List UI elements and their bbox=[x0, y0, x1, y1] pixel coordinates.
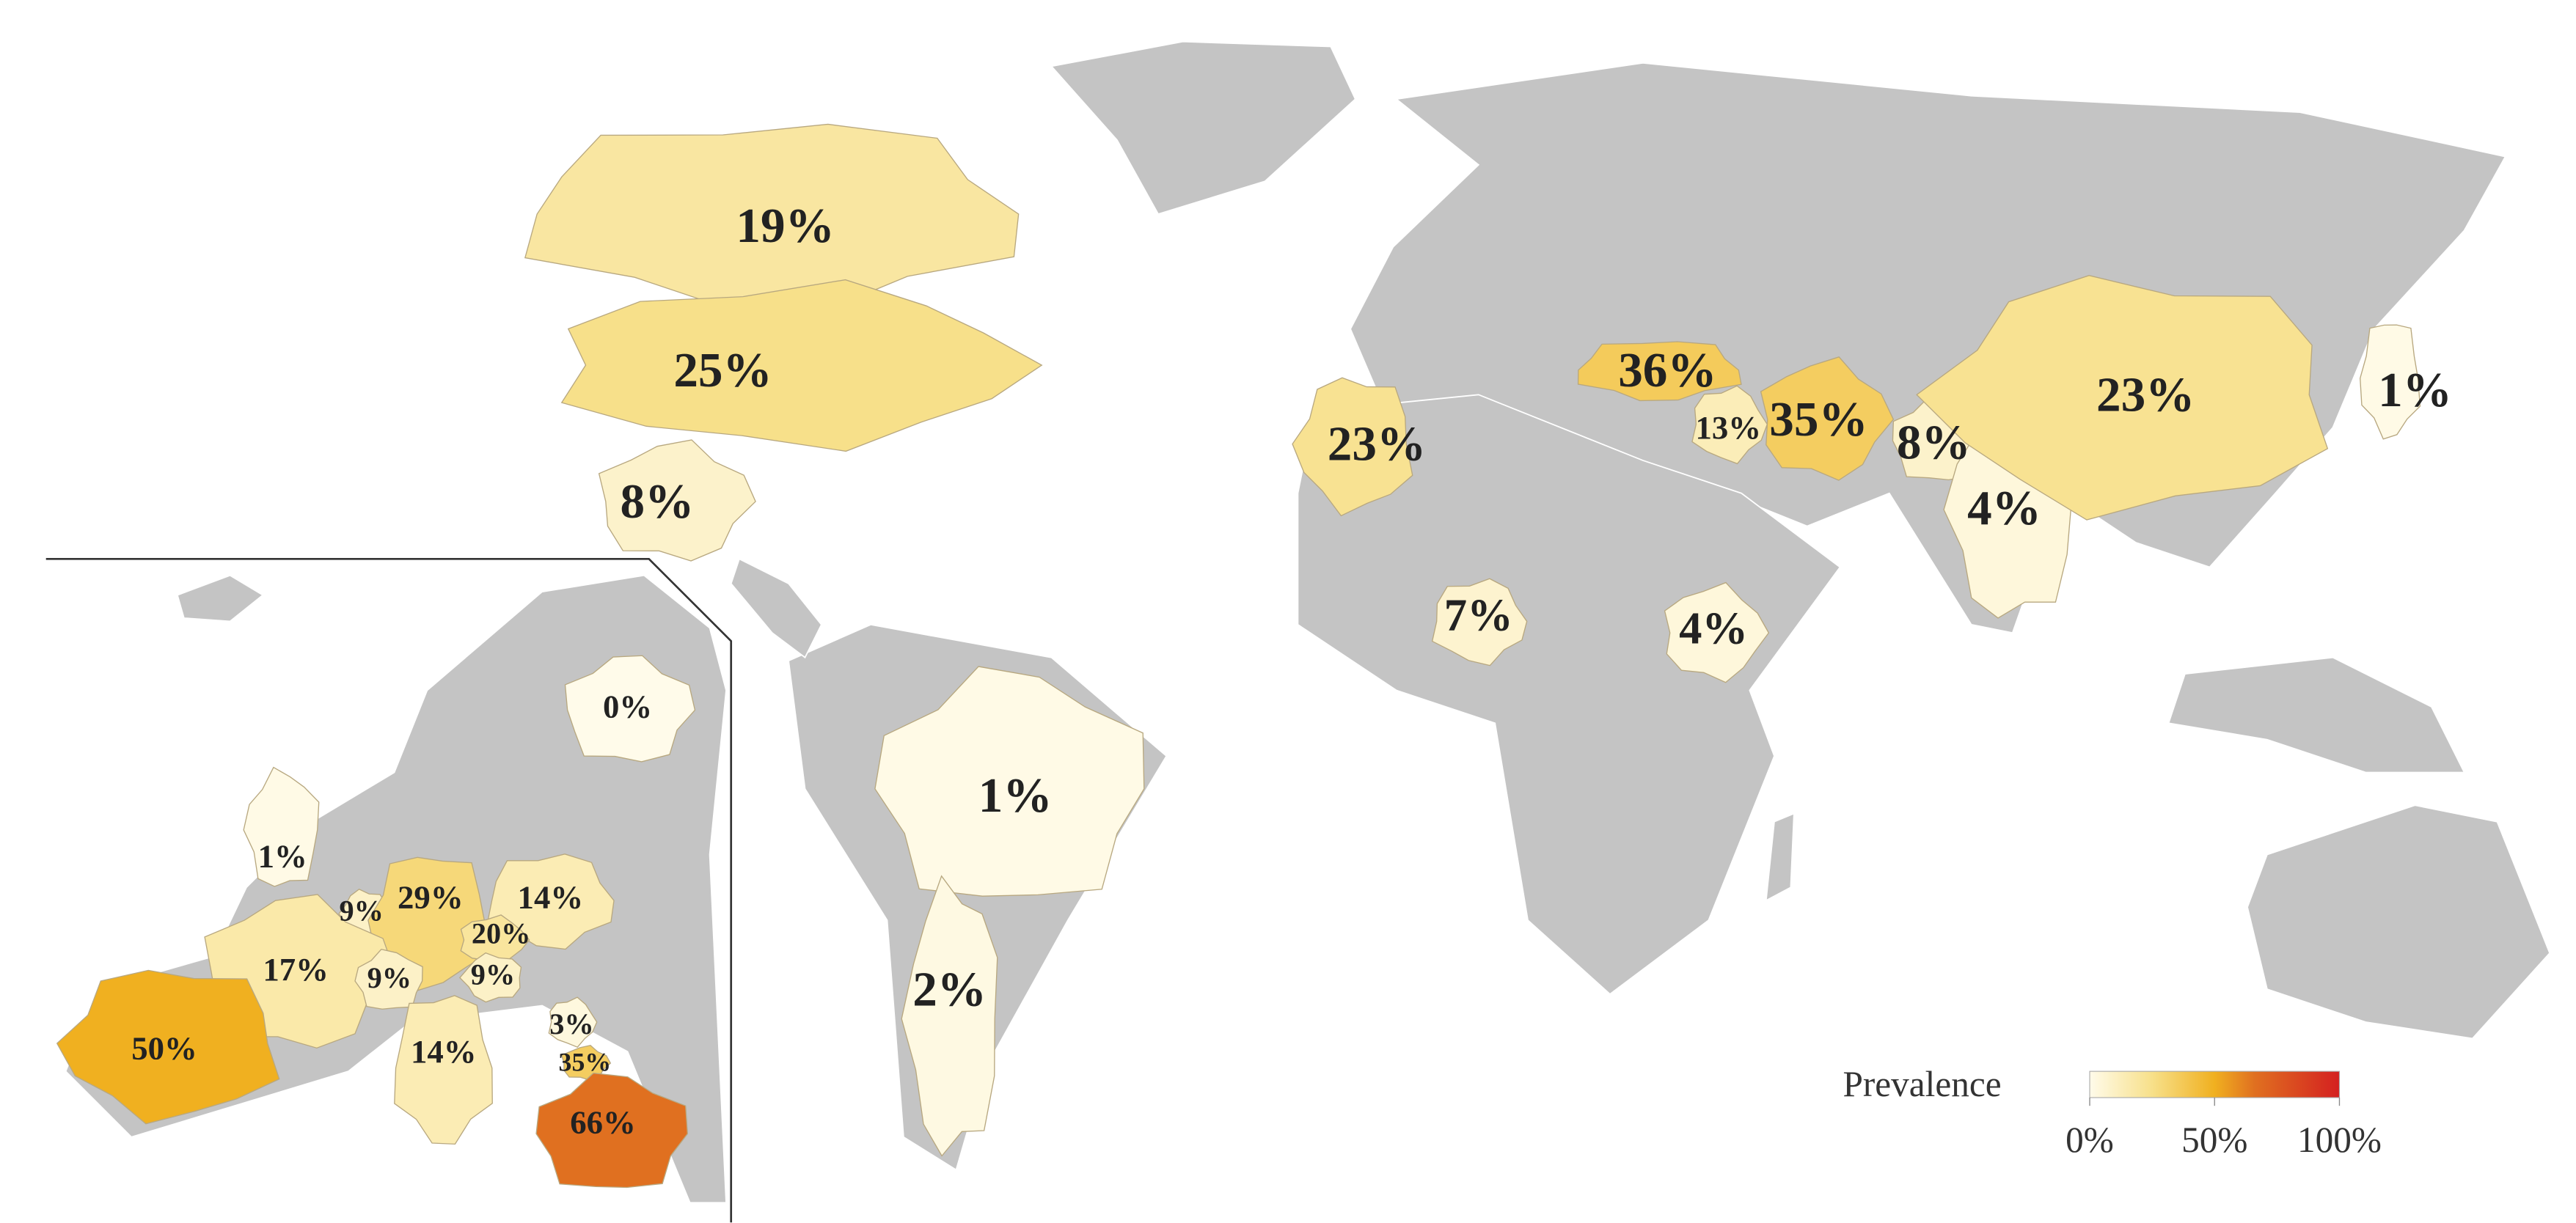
region-label: 7% bbox=[1444, 590, 1513, 641]
region bbox=[1760, 356, 1895, 481]
region-label: 66% bbox=[570, 1103, 636, 1140]
region bbox=[1577, 341, 1742, 402]
region bbox=[354, 948, 423, 1010]
region-label: 14% bbox=[411, 1033, 477, 1070]
region bbox=[56, 969, 280, 1125]
region bbox=[560, 279, 1043, 452]
region-label: 17% bbox=[263, 951, 329, 988]
region bbox=[1916, 275, 2329, 521]
region bbox=[524, 123, 1020, 309]
region bbox=[459, 952, 522, 1003]
region-label: 1% bbox=[2378, 362, 2452, 417]
region bbox=[535, 1072, 689, 1189]
legend: Prevalence 0% 50% 100% bbox=[1843, 1064, 2382, 1160]
region-label: 9% bbox=[367, 961, 411, 994]
legend-colorbar bbox=[2089, 1070, 2341, 1098]
legend-tick-label: 0% bbox=[2065, 1120, 2114, 1160]
region bbox=[486, 853, 615, 950]
region-label: 4% bbox=[1967, 480, 2041, 535]
greenland bbox=[1050, 40, 1356, 216]
region bbox=[243, 766, 320, 887]
region-label: 14% bbox=[518, 878, 584, 915]
region-label: 9% bbox=[471, 958, 515, 991]
regions bbox=[56, 123, 2421, 1189]
legend-tick-label: 50% bbox=[2181, 1120, 2247, 1160]
region bbox=[874, 666, 1145, 897]
region-label: 2% bbox=[912, 961, 987, 1016]
region-label: 8% bbox=[1897, 414, 1971, 469]
region bbox=[1292, 377, 1413, 517]
region-label: 50% bbox=[131, 1030, 197, 1067]
region bbox=[394, 995, 493, 1145]
region-label: 1% bbox=[978, 768, 1053, 823]
inset-iceland bbox=[176, 574, 264, 622]
region-label: 36% bbox=[1618, 342, 1716, 397]
region-label: 29% bbox=[398, 878, 464, 915]
region bbox=[2360, 324, 2421, 440]
australia bbox=[2247, 804, 2551, 1040]
region-label: 19% bbox=[736, 198, 834, 253]
land bbox=[45, 40, 2551, 1223]
labels: 19%25%8%1%2%23%36%13% 35% 8%4%23% 1%7% 4%0%1… bbox=[131, 198, 2452, 1141]
region-label: 8% bbox=[621, 474, 695, 529]
region-label: 0% bbox=[603, 688, 652, 725]
region-label: 9% bbox=[340, 894, 384, 927]
legend-tick-label: 100% bbox=[2297, 1120, 2382, 1160]
se-asia-islands bbox=[2167, 656, 2466, 774]
region-label: 35% bbox=[559, 1047, 612, 1076]
region-label: 3% bbox=[549, 1007, 593, 1040]
africa bbox=[1297, 394, 1841, 996]
region-label: 20% bbox=[472, 917, 531, 950]
region-label: 4% bbox=[1679, 603, 1748, 654]
region bbox=[1431, 578, 1528, 666]
region bbox=[598, 439, 756, 562]
region-label: 1% bbox=[258, 837, 307, 874]
legend-title: Prevalence bbox=[1843, 1064, 2002, 1104]
region-label: 13% bbox=[1695, 409, 1761, 446]
madagascar bbox=[1765, 812, 1795, 902]
region bbox=[1664, 581, 1770, 683]
region bbox=[564, 655, 696, 763]
region-label: 25% bbox=[673, 342, 772, 397]
region-label: 23% bbox=[1328, 416, 1426, 471]
region-label: 23% bbox=[2096, 367, 2195, 422]
region bbox=[548, 996, 598, 1048]
central-america bbox=[730, 558, 822, 659]
inset-frame bbox=[45, 557, 733, 1223]
region bbox=[901, 875, 998, 1157]
region-label: 35% bbox=[1769, 392, 1867, 447]
region bbox=[1691, 385, 1768, 465]
